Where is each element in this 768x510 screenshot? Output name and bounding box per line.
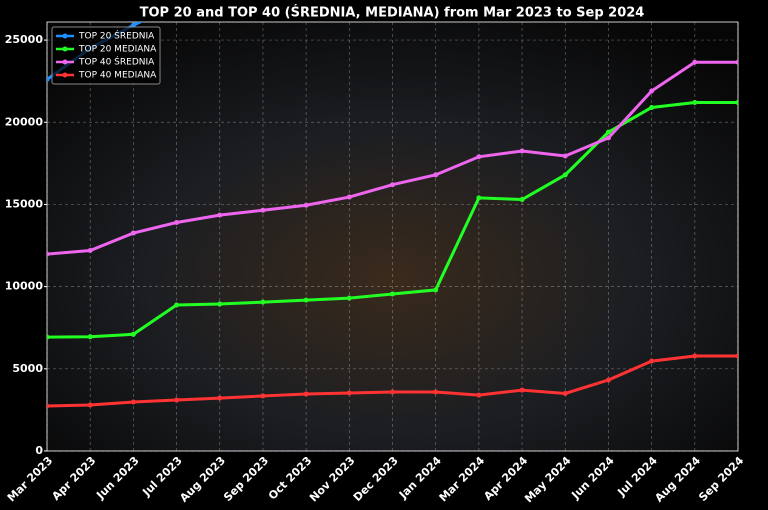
data-point (390, 182, 395, 188)
legend-marker (62, 72, 68, 78)
data-point (390, 291, 395, 297)
data-point (174, 302, 180, 308)
data-point (130, 399, 136, 405)
data-point (649, 358, 655, 364)
data-point (649, 104, 655, 110)
data-point (476, 154, 482, 160)
plot-area (47, 22, 738, 451)
data-point (47, 251, 50, 257)
plot-frame (46, 21, 739, 452)
data-point (519, 148, 525, 154)
data-point (130, 230, 136, 236)
data-point (346, 295, 352, 301)
data-point (735, 100, 738, 106)
data-point (605, 129, 611, 135)
data-point (47, 403, 50, 409)
data-point (87, 402, 93, 408)
data-point (649, 88, 655, 94)
y-tick-label: 5000 (12, 362, 43, 375)
legend-label: TOP 20 ŚREDNIA (78, 30, 155, 42)
data-point (605, 135, 611, 141)
y-tick-label: 20000 (5, 115, 44, 128)
data-point (47, 334, 50, 340)
data-point (692, 59, 698, 65)
data-point (87, 247, 93, 253)
data-point (433, 172, 439, 178)
data-point (433, 389, 439, 395)
data-point (519, 197, 525, 203)
data-point (562, 172, 568, 178)
data-point (562, 390, 568, 396)
data-point (692, 100, 698, 106)
y-tick-label: 25000 (5, 33, 44, 46)
y-tick-label: 15000 (5, 197, 44, 210)
data-point (692, 353, 698, 359)
data-point (87, 334, 93, 340)
data-point (390, 389, 395, 395)
data-point (217, 212, 223, 218)
data-point (130, 331, 136, 337)
data-point (433, 287, 439, 293)
data-point (174, 220, 180, 226)
data-point (735, 59, 738, 65)
data-point (476, 392, 482, 398)
legend-label: TOP 20 MEDIANA (78, 45, 157, 55)
data-point (605, 377, 611, 383)
data-point (735, 353, 738, 359)
data-point (519, 387, 525, 393)
data-point (260, 299, 266, 305)
legend-marker (62, 33, 68, 39)
data-point (260, 393, 266, 399)
data-point (346, 194, 352, 200)
legend-label: TOP 40 ŚREDNIA (78, 56, 155, 68)
y-tick-label: 0 (35, 444, 43, 457)
data-point (562, 153, 568, 159)
data-point (476, 195, 482, 201)
chart-title: TOP 20 and TOP 40 (ŚREDNIA, MEDIANA) fro… (140, 5, 645, 21)
data-point (303, 391, 309, 397)
data-point (260, 207, 266, 213)
legend-label: TOP 40 MEDIANA (78, 71, 157, 81)
data-point (47, 77, 50, 83)
data-point (217, 395, 223, 401)
legend-marker (62, 59, 68, 65)
data-point (303, 202, 309, 208)
legend-marker (62, 46, 68, 52)
data-point (217, 301, 223, 307)
data-point (174, 397, 180, 403)
legend-box (51, 26, 161, 85)
data-point (346, 390, 352, 396)
data-point (303, 297, 309, 303)
y-tick-label: 10000 (5, 280, 44, 293)
